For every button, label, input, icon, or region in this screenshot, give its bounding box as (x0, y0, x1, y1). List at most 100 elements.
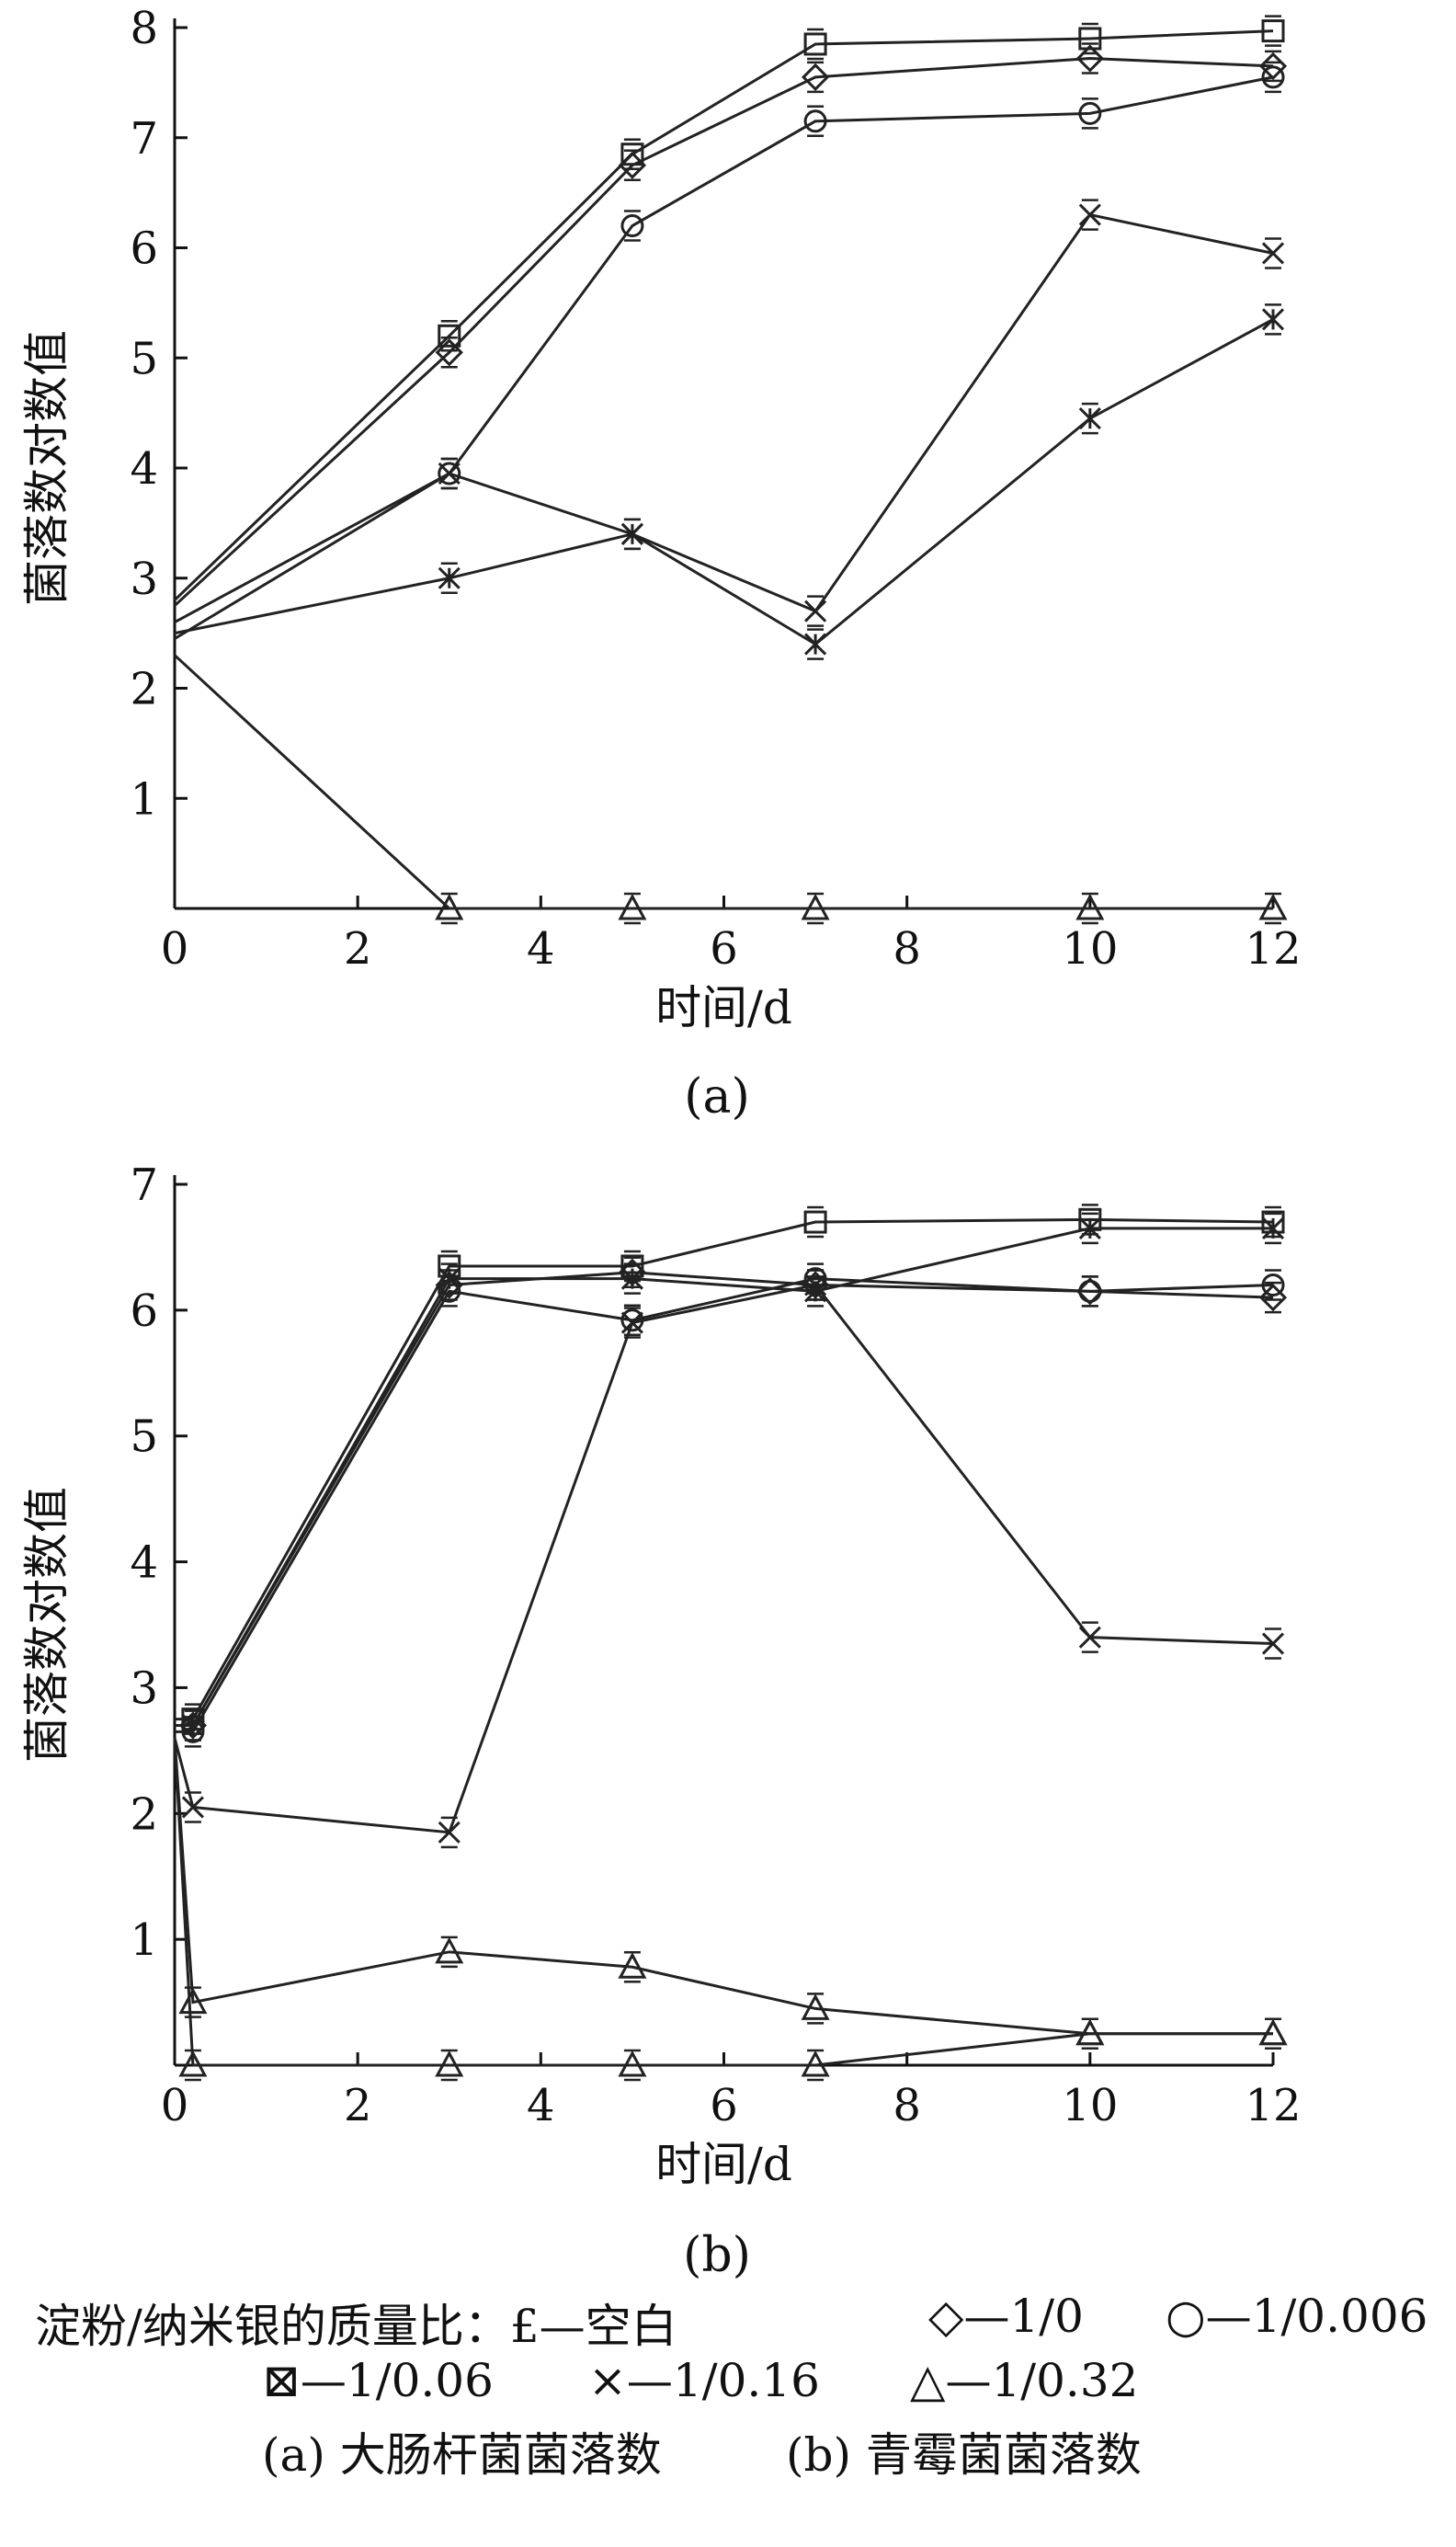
y-tick-label: 4 (130, 1537, 158, 1589)
y-axis-label: 菌落数对数值 (20, 1487, 74, 1763)
panel-label-a: (a) (684, 1069, 750, 1122)
data-point-x (1078, 203, 1101, 226)
y-tick-label: 3 (130, 554, 158, 605)
data-point-star-box (1078, 1216, 1101, 1239)
y-tick-label: 1 (130, 1914, 158, 1966)
y-tick-label: 5 (130, 333, 158, 384)
series-line (173, 1738, 1273, 2067)
legend-item-1-0: ◇—1/0 (928, 2290, 1084, 2343)
series-1/0.16 (174, 199, 1285, 640)
data-point-x (620, 1311, 643, 1334)
data-point-triangle (801, 893, 830, 920)
data-point-x (620, 522, 643, 545)
data-point-triangle (435, 1936, 464, 1964)
data-point-star-box (1078, 407, 1101, 430)
series-1/0.32-low (173, 1738, 1288, 2082)
data-point-x (181, 1796, 204, 1819)
panel-label-b: (b) (683, 2228, 751, 2280)
x-tick-label: 6 (710, 2080, 738, 2131)
data-point-circle (438, 462, 461, 485)
data-point-star-box (620, 1267, 643, 1290)
triangle-icon: △ (910, 2354, 946, 2407)
y-tick-label: 2 (130, 664, 158, 715)
series-1/0 (173, 42, 1288, 607)
data-point-x (1261, 242, 1285, 265)
data-point-triangle (435, 893, 464, 920)
x-tick-label: 8 (893, 923, 921, 975)
data-point-circle (1078, 101, 1102, 125)
data-point-star-box (804, 633, 827, 656)
legend-label-1-0006: —1/0.006 (1205, 2290, 1428, 2343)
data-point-x (1261, 1632, 1285, 1655)
series-line (173, 1283, 1274, 1834)
data-point-circle (803, 109, 827, 133)
series-空白 (173, 15, 1285, 601)
y-tick-label: 8 (130, 3, 158, 54)
y-tick-label: 4 (130, 443, 158, 495)
series-1/0.06 (175, 1212, 1285, 1742)
x-tick-label: 12 (1245, 2080, 1301, 2131)
legend-label-1-0: —1/0 (963, 2290, 1084, 2343)
data-point-triangle (178, 1987, 208, 2015)
data-point-diamond (435, 338, 463, 367)
data-point-star-box (438, 1267, 461, 1290)
data-point-triangle (1258, 893, 1288, 920)
y-tick-label: 1 (130, 773, 158, 825)
data-point-star-box (438, 566, 461, 589)
data-point-triangle (1258, 2018, 1288, 2046)
data-point-x (804, 1274, 827, 1296)
data-point-triangle (178, 2050, 208, 2077)
y-tick-label: 7 (130, 113, 158, 165)
data-point-diamond (435, 1271, 463, 1299)
x-tick-label: 10 (1062, 923, 1118, 975)
diamond-icon: ◇ (928, 2290, 964, 2343)
star-box-icon: ⊠ (262, 2354, 301, 2407)
x-tick-label: 4 (527, 923, 555, 975)
series-line (175, 1277, 1274, 1733)
series-line (174, 318, 1274, 646)
x-tick-label: 0 (161, 923, 189, 975)
series-line (174, 212, 1274, 640)
data-point-star-box (1261, 308, 1285, 331)
circle-icon: ○ (1166, 2290, 1206, 2343)
caption-b: (b) 青霉菌菌落数 (786, 2428, 1142, 2482)
data-point-square (1261, 19, 1285, 43)
data-point-triangle (618, 1952, 647, 1979)
series-line (174, 75, 1274, 623)
data-point-triangle (1075, 893, 1105, 920)
legend-item-1-0006: ○—1/0.006 (1166, 2290, 1428, 2343)
series-1/0 (175, 1256, 1288, 1742)
series-1/0.06 (174, 303, 1285, 660)
series-line (175, 1271, 1274, 1727)
data-point-diamond (1075, 44, 1104, 73)
legend-item-1-006: ⊠—1/0.06 (262, 2354, 494, 2407)
data-point-x (1078, 1626, 1101, 1649)
data-point-star-box (1261, 1216, 1285, 1239)
series-1/0.006 (175, 1262, 1285, 1748)
x-axis-label: 时间/d (655, 2138, 792, 2191)
data-point-circle (1261, 65, 1285, 89)
legend-label-1-006: —1/0.06 (300, 2354, 494, 2407)
data-point-x (804, 600, 827, 622)
legend-item-1-032: △—1/0.32 (910, 2354, 1138, 2407)
data-point-x (438, 1821, 461, 1844)
data-point-square (438, 324, 461, 348)
series-1/0.16 (173, 1269, 1285, 1849)
x-axis-label: 时间/d (655, 981, 792, 1034)
data-point-circle (1078, 1279, 1102, 1303)
legend-label-1-032: —1/0.32 (945, 2354, 1139, 2407)
series-line (173, 654, 1273, 910)
y-tick-label: 6 (130, 1285, 158, 1337)
x-tick-label: 0 (161, 2080, 189, 2131)
data-point-square (803, 32, 827, 56)
x-tick-label: 8 (893, 2080, 921, 2131)
y-tick-label: 3 (130, 1662, 158, 1714)
x-tick-label: 10 (1062, 2080, 1118, 2131)
y-tick-label: 2 (130, 1788, 158, 1840)
series-line (173, 57, 1274, 607)
legend-label-1-016: —1/0.16 (626, 2354, 820, 2407)
series-line (173, 1738, 1273, 2036)
data-point-diamond (618, 151, 647, 179)
